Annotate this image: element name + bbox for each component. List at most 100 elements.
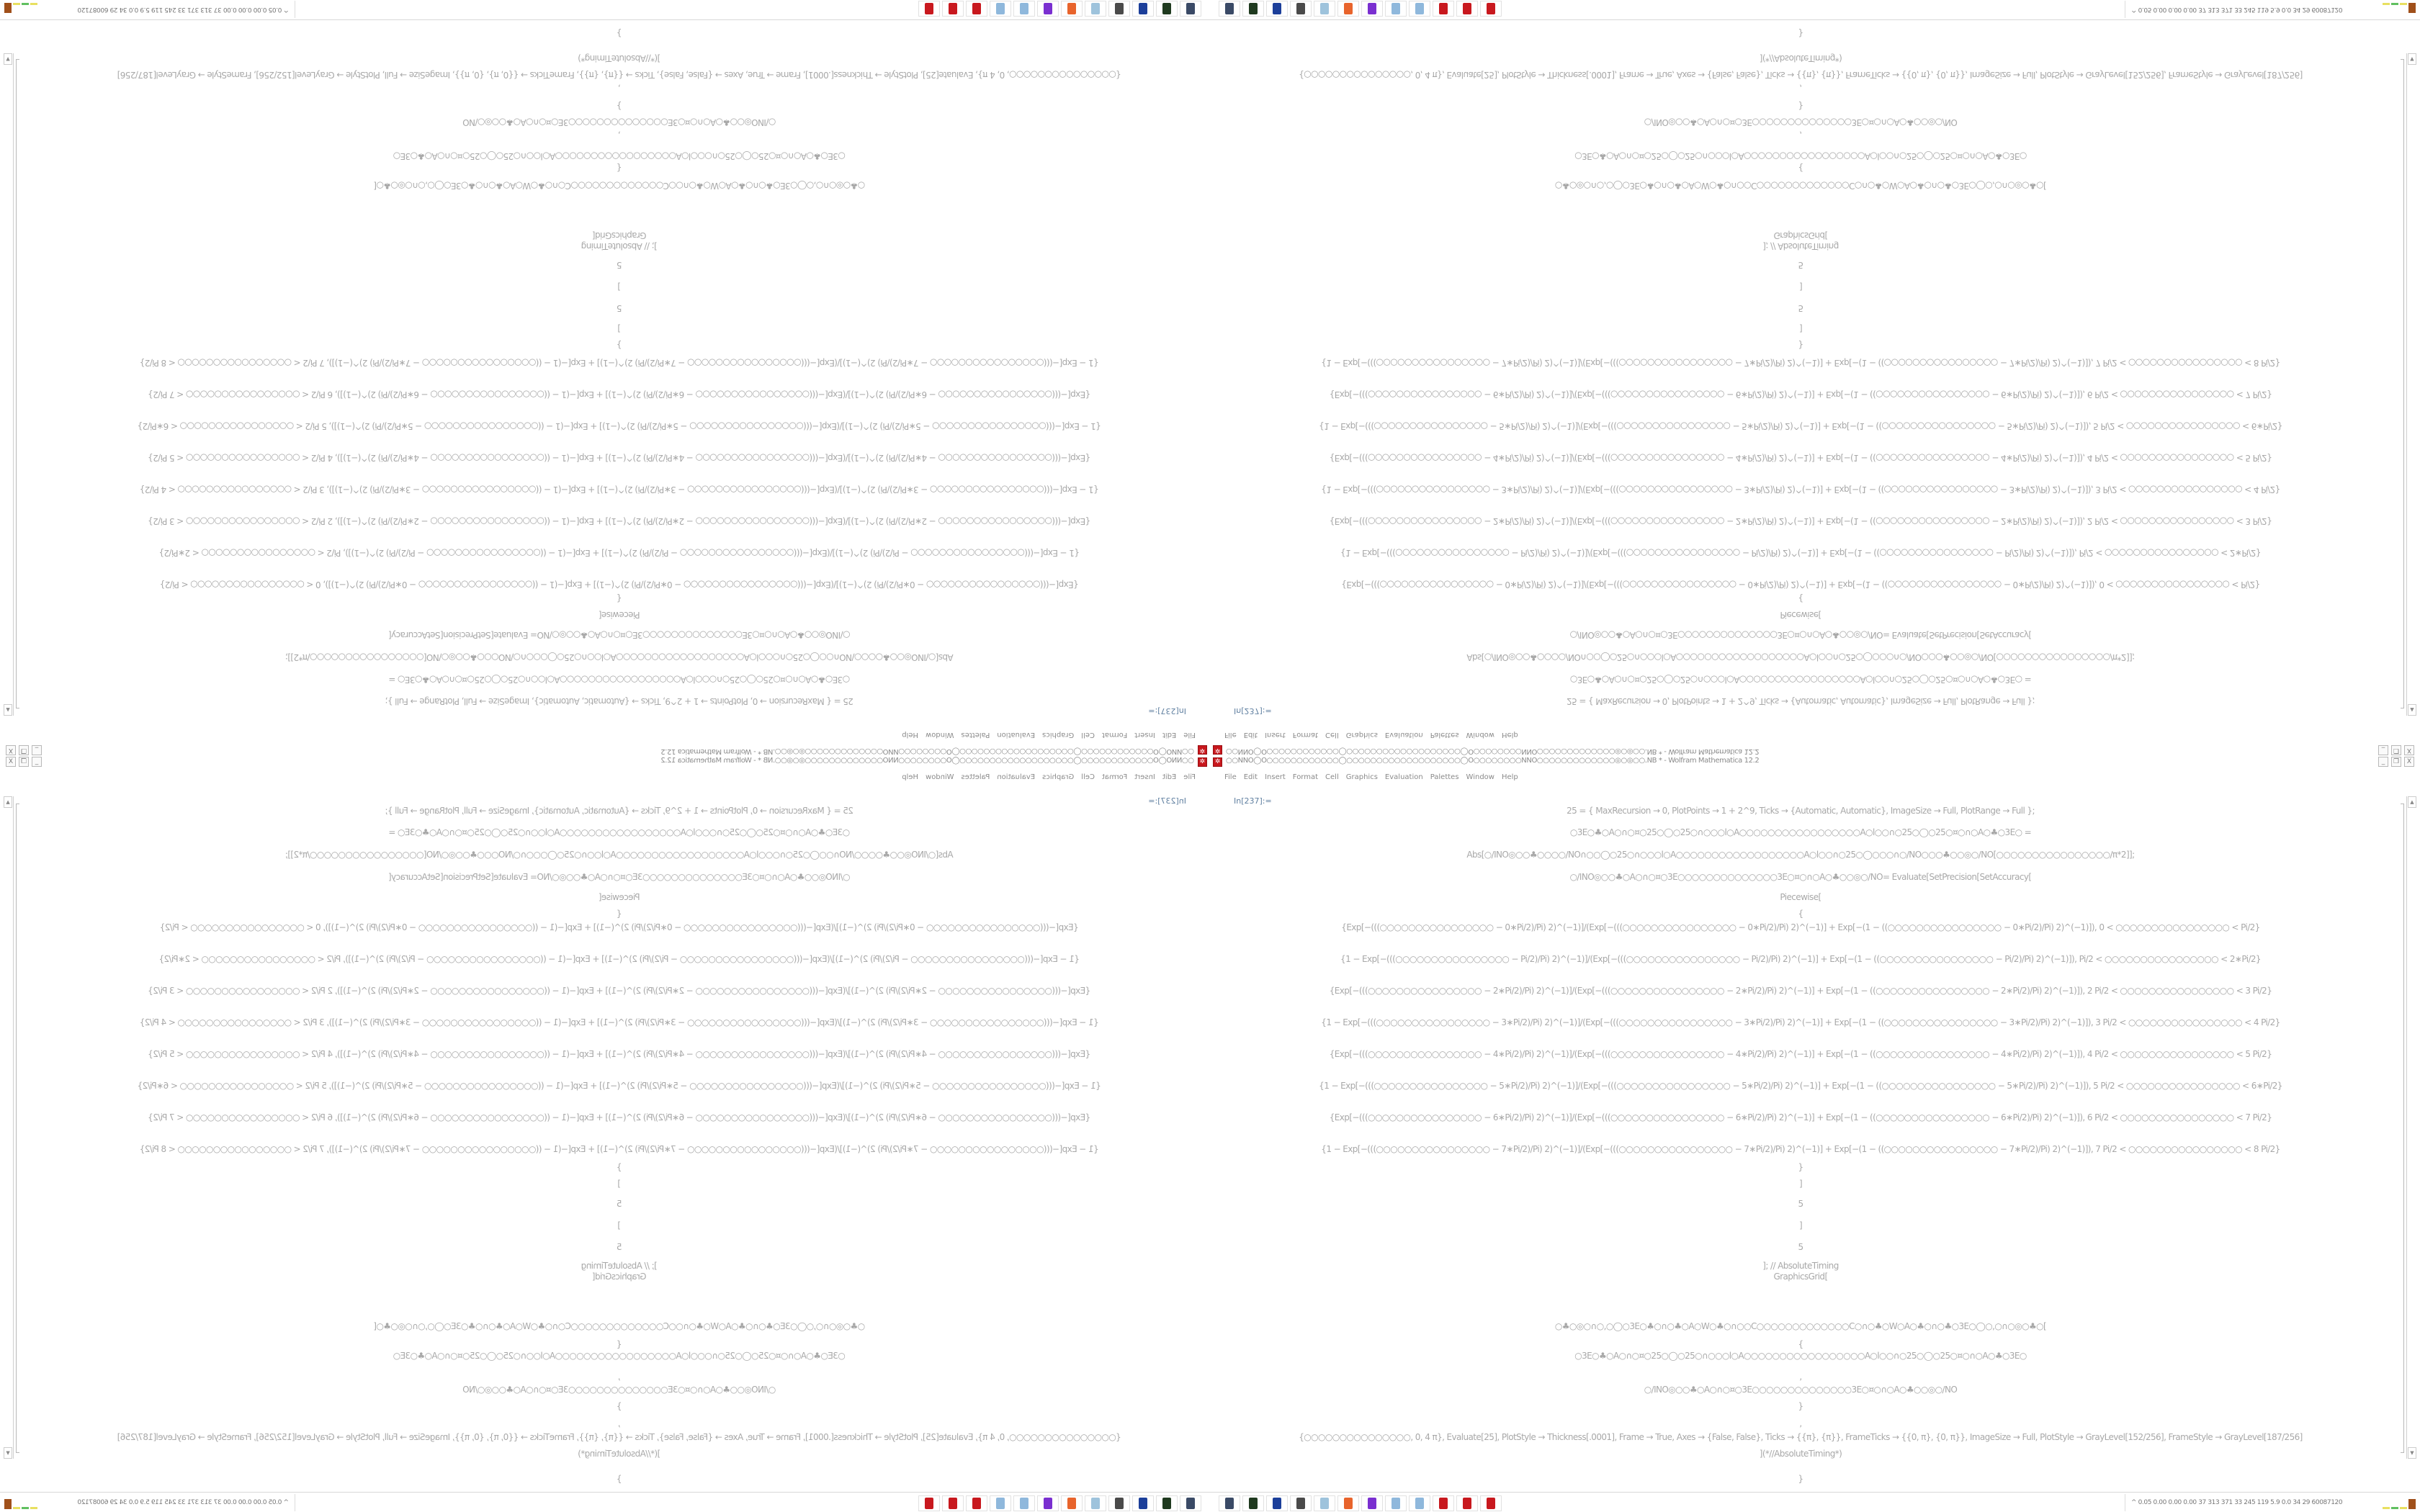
menu-edit[interactable]: Edit [1162, 773, 1177, 781]
taskbar-button[interactable] [1037, 1495, 1059, 1511]
menu-edit[interactable]: Edit [1243, 773, 1258, 781]
taskbar-button[interactable] [1219, 1, 1240, 17]
taskbar-button[interactable] [1314, 1, 1335, 17]
restore-button[interactable]: ❐ [2391, 757, 2401, 767]
menu-palettes[interactable]: Palettes [1430, 773, 1459, 781]
menu-help[interactable]: Help [1501, 773, 1518, 781]
restore-button[interactable]: ❐ [19, 745, 29, 755]
menu-format[interactable]: Format [1292, 773, 1319, 781]
taskbar-button[interactable] [1108, 1, 1130, 17]
menu-window[interactable]: Window [926, 773, 954, 781]
menu-graphics[interactable]: Graphics [1345, 731, 1378, 739]
taskbar-button[interactable] [1314, 1495, 1335, 1511]
close-button[interactable]: X [2404, 757, 2414, 767]
menu-insert[interactable]: Insert [1134, 731, 1155, 739]
taskbar-button[interactable] [966, 1495, 987, 1511]
scroll-up-arrow-icon[interactable]: ▲ [4, 796, 12, 808]
taskbar-button[interactable] [1180, 1, 1201, 17]
menu-palettes[interactable]: Palettes [1430, 731, 1459, 739]
taskbar-button[interactable] [1085, 1, 1106, 17]
scroll-up-arrow-icon[interactable]: ▲ [4, 704, 12, 716]
taskbar-button[interactable] [1013, 1495, 1035, 1511]
taskbar-button[interactable] [1361, 1495, 1383, 1511]
menu-evaluation[interactable]: Evaluation [997, 773, 1036, 781]
taskbar-button[interactable] [1085, 1495, 1106, 1511]
taskbar-button[interactable] [1433, 1495, 1454, 1511]
menu-cell[interactable]: Cell [1081, 773, 1095, 781]
menu-format[interactable]: Format [1101, 731, 1128, 739]
menu-insert[interactable]: Insert [1134, 773, 1155, 781]
close-button[interactable]: X [6, 745, 16, 755]
menu-palettes[interactable]: Palettes [961, 731, 990, 739]
minimize-button[interactable]: _ [32, 757, 42, 767]
close-button[interactable]: X [6, 757, 16, 767]
menu-insert[interactable]: Insert [1265, 773, 1286, 781]
taskbar-button[interactable] [1132, 1, 1154, 17]
taskbar-button[interactable] [1242, 1, 1264, 17]
taskbar-button[interactable] [1337, 1, 1359, 17]
mathematica-icon[interactable]: ✲ [1198, 745, 1207, 755]
menu-window[interactable]: Window [1466, 731, 1494, 739]
taskbar-button[interactable] [1337, 1495, 1359, 1511]
taskbar-button[interactable] [1132, 1495, 1154, 1511]
scroll-down-arrow-icon[interactable]: ▼ [4, 1447, 12, 1459]
scroll-up-arrow-icon[interactable]: ▲ [2408, 796, 2416, 808]
cell-bracket[interactable] [2401, 804, 2404, 1453]
taskbar-button[interactable] [1037, 1, 1059, 17]
restore-button[interactable]: ❐ [19, 757, 29, 767]
cell-bracket[interactable] [16, 804, 19, 1453]
menu-cell[interactable]: Cell [1081, 731, 1095, 739]
menu-edit[interactable]: Edit [1243, 731, 1258, 739]
taskbar-button[interactable] [1480, 1, 1502, 17]
taskbar-button[interactable] [966, 1, 987, 17]
minimize-button[interactable]: _ [2378, 757, 2388, 767]
menu-window[interactable]: Window [1466, 773, 1494, 781]
taskbar-button[interactable] [918, 1495, 940, 1511]
taskbar-button[interactable] [1385, 1, 1407, 17]
taskbar-button[interactable] [990, 1495, 1011, 1511]
menu-help[interactable]: Help [902, 773, 919, 781]
menu-insert[interactable]: Insert [1265, 731, 1286, 739]
restore-button[interactable]: ❐ [2391, 745, 2401, 755]
taskbar-button[interactable] [1156, 1, 1178, 17]
menu-help[interactable]: Help [1501, 731, 1518, 739]
taskbar-button[interactable] [1456, 1, 1478, 17]
taskbar-button[interactable] [1433, 1, 1454, 17]
taskbar-button[interactable] [1480, 1495, 1502, 1511]
taskbar-button[interactable] [1061, 1495, 1083, 1511]
cell-bracket[interactable] [16, 59, 19, 708]
taskbar-button[interactable] [942, 1495, 964, 1511]
menu-file[interactable]: File [1224, 773, 1237, 781]
taskbar-button[interactable] [1385, 1495, 1407, 1511]
close-button[interactable]: X [2404, 745, 2414, 755]
taskbar-button[interactable] [1409, 1, 1430, 17]
taskbar-button[interactable] [1242, 1495, 1264, 1511]
menu-graphics[interactable]: Graphics [1042, 773, 1075, 781]
menu-format[interactable]: Format [1292, 731, 1319, 739]
menu-file[interactable]: File [1183, 731, 1196, 739]
menu-graphics[interactable]: Graphics [1042, 731, 1075, 739]
taskbar-button[interactable] [1013, 1, 1035, 17]
mathematica-icon[interactable]: ✲ [1213, 745, 1222, 755]
taskbar-button[interactable] [990, 1, 1011, 17]
menu-help[interactable]: Help [902, 731, 919, 739]
scroll-down-arrow-icon[interactable]: ▼ [4, 53, 12, 65]
taskbar-button[interactable] [1290, 1, 1312, 17]
vertical-scrollbar[interactable]: ▲ ▼ [2406, 53, 2416, 716]
menu-cell[interactable]: Cell [1325, 773, 1339, 781]
menu-file[interactable]: File [1224, 731, 1237, 739]
taskbar-button[interactable] [942, 1, 964, 17]
taskbar-button[interactable] [1409, 1495, 1430, 1511]
menu-palettes[interactable]: Palettes [961, 773, 990, 781]
menu-graphics[interactable]: Graphics [1345, 773, 1378, 781]
menu-window[interactable]: Window [926, 731, 954, 739]
mathematica-icon[interactable]: ✲ [1198, 757, 1207, 767]
scroll-down-arrow-icon[interactable]: ▼ [2408, 53, 2416, 65]
scroll-down-arrow-icon[interactable]: ▼ [2408, 1447, 2416, 1459]
taskbar-button[interactable] [1108, 1495, 1130, 1511]
minimize-button[interactable]: _ [32, 745, 42, 755]
taskbar-button[interactable] [1219, 1495, 1240, 1511]
menu-format[interactable]: Format [1101, 773, 1128, 781]
mathematica-icon[interactable]: ✲ [1213, 757, 1222, 767]
taskbar-button[interactable] [1180, 1495, 1201, 1511]
